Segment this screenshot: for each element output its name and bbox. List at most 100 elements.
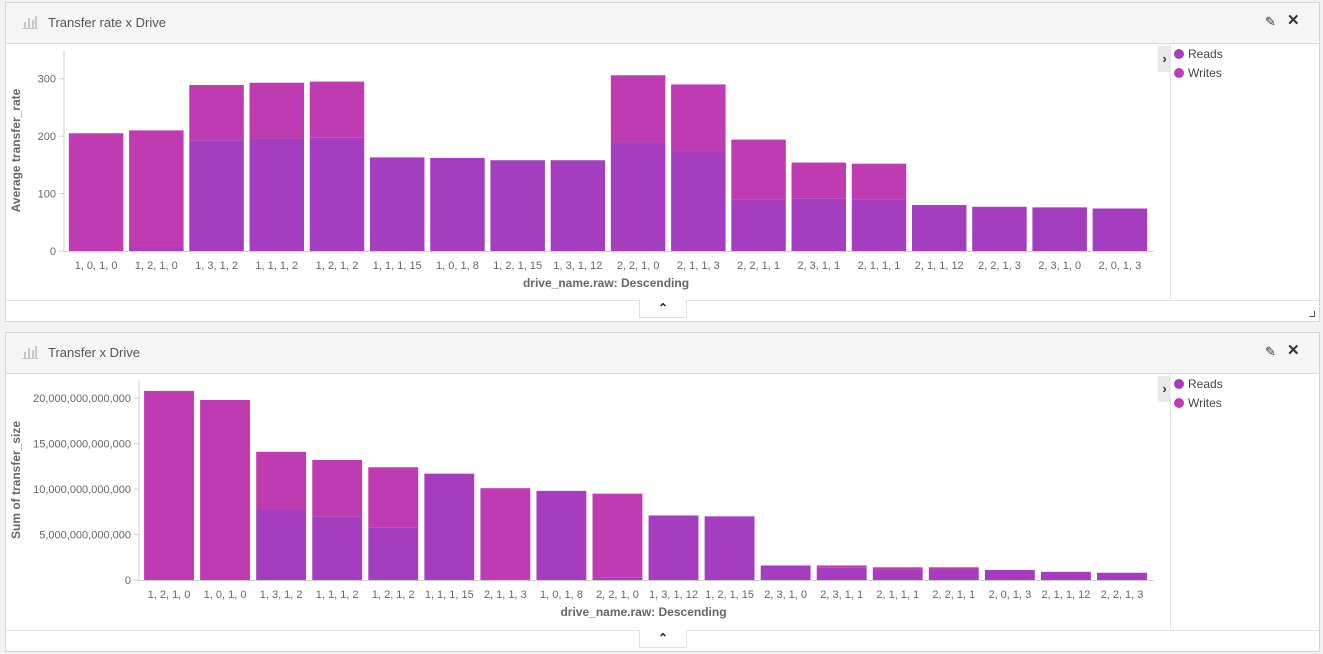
legend-item-reads[interactable]: Reads (1174, 45, 1223, 64)
x-tick-label: 1, 3, 1, 12 (553, 260, 602, 272)
legend-dot-icon (1174, 379, 1184, 389)
x-tick-label: 2, 1, 1, 1 (876, 589, 919, 601)
bar-reads (430, 157, 485, 251)
x-tick-label: 1, 3, 1, 2 (260, 589, 303, 601)
y-tick-label: 0 (125, 575, 131, 587)
bar-writes (256, 451, 307, 510)
panel-header: Transfer x Drive ✎ ✕ (6, 333, 1319, 374)
legend-item-writes[interactable]: Writes (1174, 394, 1223, 413)
legend-item-reads[interactable]: Reads (1174, 375, 1223, 394)
bar-reads (731, 199, 786, 251)
y-axis-title: Sum of transfer_size (9, 421, 23, 539)
y-tick-label: 100 (38, 189, 56, 201)
x-tick-label: 2, 2, 1, 3 (1101, 589, 1144, 601)
x-tick-label: 1, 0, 1, 8 (540, 589, 583, 601)
x-tick-label: 2, 1, 1, 12 (915, 260, 964, 272)
bar-writes (480, 488, 531, 580)
x-tick-label: 2, 2, 1, 0 (596, 589, 639, 601)
bar-reads (1092, 208, 1148, 251)
x-tick-label: 2, 3, 1, 1 (820, 589, 863, 601)
collapse-chevron-up-icon[interactable]: ⌃ (639, 630, 687, 648)
bar-writes (592, 493, 643, 578)
x-tick-label: 2, 1, 1, 12 (1041, 589, 1090, 601)
x-tick-label: 1, 2, 1, 15 (705, 589, 754, 601)
transfer-size-chart: 0 5,000,000,000,000 10,000,000,000,000 15,0… (9, 380, 1154, 619)
bar-reads (648, 515, 699, 580)
x-tick-label: 1, 2, 1, 2 (372, 589, 415, 601)
bar-chart-icon (22, 15, 38, 29)
bar-reads (368, 527, 419, 580)
bar-reads (791, 198, 847, 251)
edit-pencil-icon[interactable]: ✎ (1265, 14, 1276, 29)
bar-writes (610, 75, 666, 143)
bar-reads (592, 577, 643, 580)
x-tick-label: 2, 2, 1, 1 (737, 260, 780, 272)
bar-writes (129, 130, 184, 247)
x-tick-label: 1, 0, 1, 0 (75, 260, 118, 272)
close-icon[interactable]: ✕ (1287, 342, 1300, 359)
bar-reads (984, 570, 1035, 580)
bar-reads (309, 137, 365, 251)
legend-item-writes[interactable]: Writes (1174, 64, 1223, 83)
bar-reads (536, 490, 587, 580)
x-tick-label: 1, 0, 1, 0 (204, 589, 247, 601)
collapse-chevron-up-icon[interactable]: ⌃ (639, 300, 687, 318)
visualization-panel-transfer-size: Transfer x Drive ✎ ✕ 0 5,000,000,000,000 1… (5, 332, 1320, 652)
bar-chart-icon (22, 345, 38, 359)
legend-dot-icon (1174, 398, 1184, 408)
panel-title: Transfer rate x Drive (48, 15, 166, 30)
panel-header: Transfer rate x Drive ✎ ✕ (6, 3, 1319, 44)
bar-reads (490, 160, 545, 251)
x-tick-label: 2, 1, 1, 3 (677, 260, 720, 272)
bar-reads (129, 246, 184, 251)
x-axis-title: drive_name.raw: Descending (523, 276, 689, 290)
legend-toggle-chevron-right-icon[interactable]: › (1158, 46, 1171, 72)
x-tick-label: 2, 3, 1, 0 (764, 589, 807, 601)
bar-reads (816, 567, 867, 580)
y-tick-label: 15,000,000,000,000 (33, 439, 131, 451)
legend-label: Reads (1188, 47, 1223, 61)
y-tick-label: 200 (38, 131, 56, 143)
bar-reads (851, 199, 907, 251)
x-tick-label: 1, 1, 1, 2 (316, 589, 359, 601)
bar-reads (369, 157, 425, 251)
bar-reads (550, 160, 606, 251)
bar-reads (610, 142, 666, 251)
bar-reads (1097, 572, 1147, 580)
bar-reads (480, 579, 531, 580)
legend-toggle-chevron-right-icon[interactable]: › (1158, 376, 1171, 402)
bar-reads (704, 516, 755, 580)
y-tick-label: 10,000,000,000,000 (33, 484, 131, 496)
resize-handle-icon[interactable] (1309, 311, 1315, 317)
bar-writes (872, 567, 923, 570)
transfer-rate-chart: 0 100 200 300 1, 0, 1, 0 1, 2, 1, 0 1, 3, 1, 2… (9, 50, 1154, 290)
y-tick-label: 0 (50, 246, 56, 258)
x-tick-label: 1, 1, 1, 15 (425, 589, 474, 601)
legend-label: Reads (1188, 377, 1223, 391)
x-tick-label: 1, 1, 1, 2 (255, 260, 298, 272)
bar-reads (312, 516, 363, 580)
x-tick-label: 1, 1, 1, 15 (373, 260, 422, 272)
bar-writes (816, 565, 867, 568)
bar-writes (189, 85, 244, 141)
bar-writes (731, 139, 786, 200)
x-tick-label: 1, 3, 1, 12 (649, 589, 698, 601)
edit-pencil-icon[interactable]: ✎ (1265, 344, 1276, 359)
bar-reads (872, 569, 923, 580)
bar-writes (68, 133, 124, 251)
bar-reads (256, 510, 307, 580)
x-tick-label: 1, 2, 1, 0 (148, 589, 191, 601)
bar-reads (1032, 207, 1087, 251)
bar-writes (671, 84, 726, 152)
legend: Reads Writes (1174, 45, 1223, 83)
bar-writes (928, 567, 979, 570)
y-tick-label: 5,000,000,000,000 (39, 530, 131, 542)
legend-dot-icon (1174, 49, 1184, 59)
bar-reads (671, 151, 726, 251)
x-tick-label: 1, 0, 1, 8 (436, 260, 479, 272)
bar-writes (309, 81, 365, 138)
x-tick-label: 1, 2, 1, 0 (135, 260, 178, 272)
x-tick-label: 2, 0, 1, 3 (988, 589, 1031, 601)
close-icon[interactable]: ✕ (1287, 12, 1300, 29)
x-tick-label: 2, 2, 1, 0 (617, 260, 660, 272)
